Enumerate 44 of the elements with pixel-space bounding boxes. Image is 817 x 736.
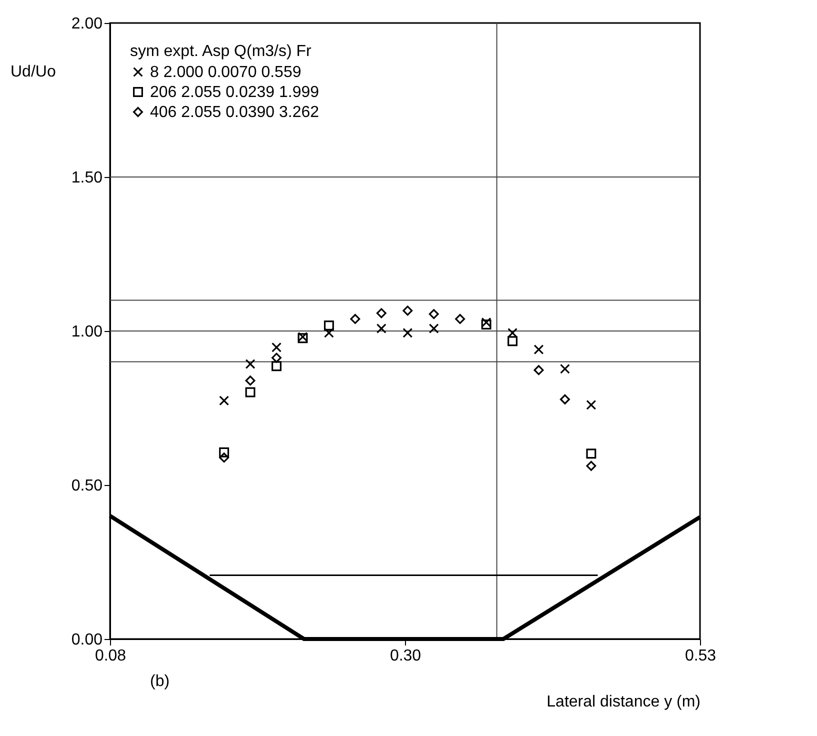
y-tick-label: 1.50 bbox=[71, 170, 103, 186]
point bbox=[245, 376, 256, 386]
point bbox=[219, 447, 230, 458]
x-tick-label: 0.30 bbox=[390, 648, 422, 664]
y-tick-label: 2.00 bbox=[71, 16, 103, 32]
point bbox=[376, 324, 386, 334]
legend-title: sym expt. Asp Q(m3/s) Fr bbox=[130, 43, 312, 60]
x-tick-label: 0.08 bbox=[94, 648, 126, 664]
point bbox=[219, 452, 230, 463]
point bbox=[402, 306, 413, 316]
point bbox=[586, 400, 596, 410]
point bbox=[272, 361, 282, 372]
x-axis-title: Lateral distance y (m) bbox=[546, 694, 700, 710]
y-tick-label: 0.50 bbox=[71, 478, 103, 494]
point bbox=[428, 309, 439, 320]
point bbox=[481, 320, 492, 330]
point bbox=[350, 314, 360, 324]
point bbox=[586, 448, 596, 459]
point bbox=[272, 342, 282, 352]
legend-label: 206 2.055 0.0239 1.999 bbox=[150, 84, 320, 101]
point bbox=[508, 328, 518, 338]
point bbox=[219, 396, 230, 406]
point bbox=[560, 364, 570, 374]
point bbox=[245, 358, 256, 369]
legend-label: 406 2.055 0.0390 3.262 bbox=[150, 104, 320, 121]
x-tick-label: 0.53 bbox=[684, 648, 716, 664]
point bbox=[534, 365, 544, 376]
y-axis-title: Ud/Uo bbox=[10, 64, 56, 80]
point bbox=[272, 352, 282, 363]
point bbox=[508, 336, 518, 346]
point bbox=[560, 394, 570, 404]
point bbox=[428, 324, 439, 334]
legend-label: 8 2.000 0.0070 0.559 bbox=[150, 64, 302, 81]
y-tick-label: 1.00 bbox=[71, 324, 103, 340]
point bbox=[402, 328, 413, 338]
point bbox=[324, 328, 334, 338]
point bbox=[455, 314, 466, 324]
point bbox=[376, 308, 386, 318]
point bbox=[586, 460, 596, 471]
point bbox=[534, 344, 544, 354]
y-tick-label: 0.00 bbox=[71, 632, 103, 648]
text: (b) bbox=[150, 673, 170, 690]
point bbox=[324, 320, 334, 330]
point bbox=[245, 387, 256, 398]
